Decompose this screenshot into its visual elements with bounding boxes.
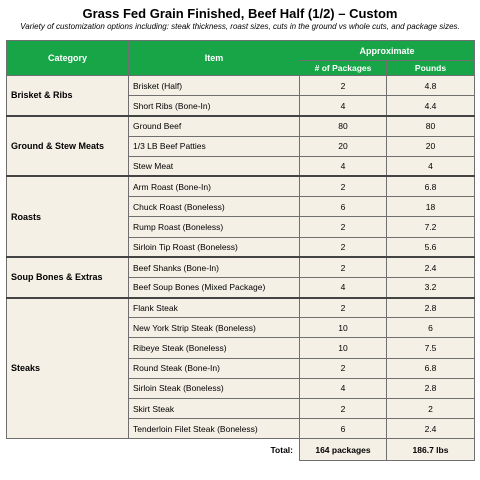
packages-cell: 10 <box>299 317 387 339</box>
packages-cell: 80 <box>299 114 387 137</box>
total-packages: 164 packages <box>299 438 387 462</box>
table-row: Sirloin Steak (Boneless) 4 2.8 <box>7 377 476 400</box>
table-row: Stew Meat 4 4 <box>7 155 476 177</box>
item-cell: Arm Roast (Bone-In) <box>128 175 300 198</box>
pounds-cell: 80 <box>385 114 476 137</box>
category-cell: Roasts <box>6 175 129 258</box>
table-row: Brisket & Ribs Brisket (Half) 2 4.8 <box>6 74 476 117</box>
item-cell: Beef Shanks (Bone-In) <box>128 256 300 278</box>
pounds-cell: 18 <box>385 196 476 218</box>
item-cell: Brisket (Half) <box>128 74 300 97</box>
item-cell: Stew Meat <box>128 155 300 177</box>
page-subtitle: Variety of customization options includi… <box>20 22 460 31</box>
pounds-cell: 4.8 <box>385 74 476 97</box>
item-cell: Ground Beef <box>128 114 300 137</box>
packages-cell: 2 <box>299 296 387 319</box>
category-cell: Soup Bones & Extras <box>6 256 129 299</box>
pounds-cell: 4 <box>385 155 476 177</box>
table-row: Steaks Flank Steak 2 2.8 <box>6 296 476 440</box>
pounds-cell: 6.8 <box>385 175 476 198</box>
pounds-cell: 2.4 <box>385 418 476 440</box>
item-cell: Short Ribs (Bone-In) <box>128 95 300 117</box>
pounds-cell: 3.2 <box>385 276 476 299</box>
table-row: Soup Bones & Extras Beef Shanks (Bone-In)… <box>6 256 476 299</box>
packages-cell: 2 <box>299 236 387 258</box>
table-footer: Total: 164 packages 186.7 lbs <box>6 438 476 462</box>
header-approximate: Approximate <box>298 40 476 61</box>
packages-cell: 2 <box>299 175 387 198</box>
pounds-cell: 5.6 <box>385 236 476 258</box>
packages-cell: 6 <box>299 418 387 440</box>
item-cell: Sirloin Steak (Boneless) <box>128 377 300 400</box>
packages-cell: 4 <box>299 155 387 177</box>
item-cell: Rump Roast (Boneless) <box>128 216 300 238</box>
pounds-cell: 7.2 <box>385 216 476 238</box>
total-label: Total: <box>128 438 300 461</box>
packages-cell: 2 <box>299 74 387 97</box>
packages-cell: 20 <box>299 135 387 157</box>
packages-cell: 2 <box>299 216 387 238</box>
beef-cuts-table: Category Item Approximate # of Packages … <box>6 40 476 462</box>
item-cell: Beef Soup Bones (Mixed Package) <box>128 276 300 299</box>
pounds-cell: 20 <box>385 135 476 157</box>
table-header: Category Item Approximate # of Packages … <box>6 40 476 76</box>
item-cell: 1/3 LB Beef Patties <box>128 135 300 157</box>
table-body: Brisket & Ribs Brisket (Half) 2 4.8 Short Ri… <box>6 74 476 440</box>
pounds-cell: 2.4 <box>385 256 476 278</box>
table-row: Chuck Roast (Boneless) 6 18 <box>7 196 476 218</box>
table-row: New York Strip Steak (Boneless) 10 6 <box>7 317 476 339</box>
item-cell: Sirloin Tip Roast (Boneless) <box>128 236 300 258</box>
table-row: Rump Roast (Boneless) 2 7.2 <box>7 216 476 238</box>
packages-cell: 6 <box>299 196 387 218</box>
total-pounds: 186.7 lbs <box>385 438 476 462</box>
table-row: Ground & Stew Meats Ground Beef 80 80 <box>6 114 476 177</box>
table-row: Round Steak (Bone-In) 2 6.8 <box>7 357 476 379</box>
header-packages: # of Packages <box>299 60 387 76</box>
pounds-cell: 2.8 <box>385 377 476 400</box>
packages-cell: 4 <box>299 377 387 400</box>
pounds-cell: 2 <box>385 397 476 420</box>
pounds-cell: 6.8 <box>385 357 476 379</box>
table-row: Roasts Arm Roast (Bone-In) 2 6.8 <box>6 175 476 258</box>
packages-cell: 4 <box>299 276 387 299</box>
packages-cell: 10 <box>299 337 387 359</box>
item-cell: New York Strip Steak (Boneless) <box>128 317 300 339</box>
pounds-cell: 2.8 <box>385 296 476 319</box>
category-cell: Steaks <box>6 296 129 440</box>
item-cell: Round Steak (Bone-In) <box>128 357 300 379</box>
pounds-cell: 4.4 <box>385 95 476 117</box>
header-item: Item <box>128 40 300 76</box>
page-title: Grass Fed Grain Finished, Beef Half (1/2… <box>82 6 398 21</box>
item-cell: Skirt Steak <box>128 397 300 420</box>
header-pounds: Pounds <box>385 60 476 76</box>
category-cell: Ground & Stew Meats <box>6 114 129 177</box>
table-row: Tenderloin Filet Steak (Boneless) 6 2.4 <box>7 418 476 440</box>
item-cell: Tenderloin Filet Steak (Boneless) <box>128 418 300 440</box>
table-row: Beef Soup Bones (Mixed Package) 4 3.2 <box>7 276 476 299</box>
item-cell: Flank Steak <box>128 296 300 319</box>
item-cell: Ribeye Steak (Boneless) <box>128 337 300 359</box>
header-category: Category <box>6 40 129 76</box>
packages-cell: 4 <box>299 95 387 117</box>
packages-cell: 2 <box>299 357 387 379</box>
category-cell: Brisket & Ribs <box>6 74 129 117</box>
packages-cell: 2 <box>299 256 387 278</box>
pounds-cell: 6 <box>385 317 476 339</box>
pounds-cell: 7.5 <box>385 337 476 359</box>
item-cell: Chuck Roast (Boneless) <box>128 196 300 218</box>
packages-cell: 2 <box>299 397 387 420</box>
